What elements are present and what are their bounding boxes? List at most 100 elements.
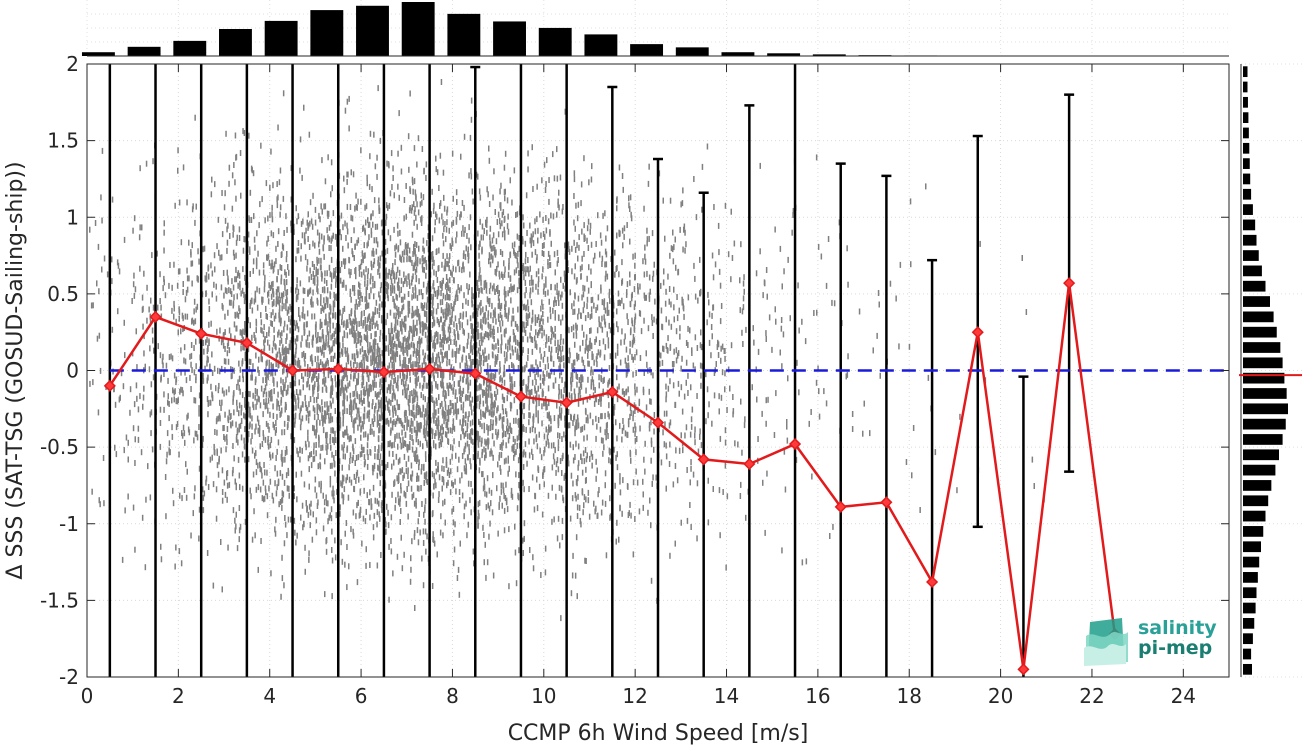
scatter-point	[311, 223, 314, 230]
scatter-point	[419, 382, 421, 389]
scatter-point	[99, 501, 101, 508]
scatter-point	[385, 274, 387, 281]
scatter-point	[486, 438, 488, 445]
scatter-point	[415, 329, 418, 336]
scatter-point	[418, 425, 420, 432]
scatter-point	[329, 321, 331, 328]
scatter-point	[446, 382, 448, 389]
scatter-point	[296, 322, 298, 329]
scatter-point	[341, 376, 344, 383]
scatter-point	[297, 240, 300, 246]
scatter-point	[390, 290, 392, 296]
scatter-point	[388, 596, 390, 603]
scatter-point	[141, 514, 144, 521]
scatter-point	[244, 355, 247, 361]
scatter-point	[227, 544, 229, 551]
scatter-point	[467, 415, 469, 422]
scatter-point	[328, 312, 330, 319]
scatter-point	[238, 536, 240, 543]
scatter-point	[438, 420, 440, 426]
scatter-point	[240, 290, 242, 297]
scatter-point	[425, 311, 428, 318]
scatter-point	[311, 536, 314, 543]
scatter-point	[390, 327, 392, 334]
scatter-point	[532, 286, 534, 293]
scatter-point	[355, 342, 358, 349]
scatter-point	[416, 259, 418, 266]
scatter-point	[367, 454, 369, 460]
scatter-point	[512, 436, 515, 443]
scatter-point	[362, 379, 365, 386]
scatter-point	[414, 378, 417, 385]
scatter-point	[295, 256, 297, 263]
scatter-point	[358, 398, 361, 405]
scatter-point	[426, 316, 428, 323]
scatter-point	[282, 379, 284, 386]
scatter-point	[339, 229, 341, 236]
scatter-point	[342, 342, 344, 349]
scatter-point	[357, 330, 359, 337]
scatter-point	[469, 315, 472, 322]
scatter-point	[369, 424, 372, 430]
scatter-point	[358, 320, 360, 327]
scatter-point	[214, 429, 216, 435]
scatter-point	[97, 409, 100, 416]
scatter-point	[334, 437, 337, 443]
scatter-point	[445, 274, 448, 280]
scatter-point	[447, 336, 449, 343]
scatter-point	[317, 499, 319, 506]
scatter-point	[384, 268, 387, 275]
scatter-point	[351, 215, 354, 222]
scatter-point	[442, 428, 444, 435]
scatter-point	[369, 562, 371, 568]
scatter-point	[406, 393, 408, 400]
scatter-point	[479, 421, 481, 428]
scatter-point	[286, 251, 288, 257]
scatter-point	[467, 250, 469, 257]
scatter-point	[462, 418, 464, 425]
scatter-point	[144, 363, 146, 370]
scatter-point	[297, 326, 300, 333]
scatter-point	[445, 226, 448, 233]
scatter-point	[147, 463, 149, 470]
scatter-point	[485, 504, 488, 511]
scatter-point	[355, 204, 358, 211]
scatter-point	[492, 572, 495, 579]
scatter-point	[423, 302, 426, 309]
scatter-point	[393, 389, 395, 396]
scatter-point	[431, 251, 434, 257]
scatter-point	[477, 509, 480, 516]
scatter-point	[469, 355, 471, 362]
scatter-point	[452, 374, 454, 381]
scatter-point	[490, 392, 492, 399]
scatter-point	[538, 431, 540, 438]
scatter-point	[469, 400, 471, 407]
scatter-point	[224, 329, 226, 336]
scatter-point	[293, 421, 296, 428]
scatter-point	[349, 435, 351, 441]
scatter-point	[285, 279, 288, 286]
scatter-point	[315, 492, 318, 499]
scatter-point	[534, 373, 536, 380]
scatter-point	[497, 326, 499, 333]
scatter-point	[202, 435, 204, 442]
scatter-point	[334, 337, 336, 344]
scatter-point	[353, 473, 356, 480]
scatter-point	[300, 418, 302, 425]
scatter-point	[171, 397, 173, 404]
scatter-point	[361, 374, 364, 381]
scatter-point	[406, 486, 408, 492]
scatter-point	[446, 418, 449, 425]
scatter-point	[407, 273, 409, 280]
scatter-point	[274, 526, 276, 533]
scatter-point	[226, 426, 229, 432]
scatter-point	[278, 361, 280, 368]
scatter-point	[467, 376, 469, 383]
scatter-point	[395, 409, 397, 416]
scatter-point	[149, 345, 151, 352]
scatter-point	[486, 363, 489, 370]
scatter-point	[414, 361, 416, 368]
scatter-point	[342, 400, 344, 407]
scatter-point	[373, 343, 376, 350]
scatter-point	[424, 362, 427, 369]
